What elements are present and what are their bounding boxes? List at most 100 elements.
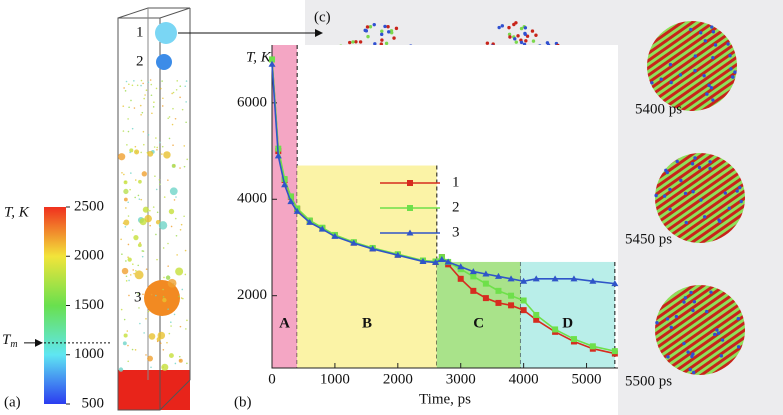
atom [523, 32, 527, 36]
data-point [438, 256, 446, 263]
atom [690, 354, 694, 359]
particle [159, 183, 161, 186]
particle [168, 353, 174, 359]
particle [162, 97, 164, 100]
particle [124, 90, 127, 92]
atom [684, 220, 688, 225]
x-tick-label: 0 [268, 371, 276, 387]
atom [365, 25, 370, 29]
data-point [533, 316, 540, 323]
particle [183, 145, 186, 147]
particle [155, 188, 158, 191]
particle [129, 188, 131, 191]
particle [125, 207, 127, 209]
particle [176, 80, 179, 82]
particle [127, 130, 130, 133]
particle [180, 223, 183, 226]
particle [145, 268, 148, 270]
particle [147, 310, 150, 313]
particle [140, 113, 142, 116]
legend-label: 1 [452, 174, 460, 190]
particle [174, 117, 177, 120]
atom [713, 332, 717, 337]
data-point [494, 272, 502, 279]
particle [159, 342, 162, 345]
atom [524, 39, 528, 43]
particle [123, 173, 125, 176]
particle [156, 258, 158, 261]
particle [128, 279, 130, 282]
atom [380, 29, 384, 33]
atom [530, 29, 535, 33]
particle [185, 101, 187, 103]
atom [693, 69, 697, 73]
atom [665, 317, 670, 321]
legend-marker [406, 229, 414, 236]
colorbar-tick-label: 2000 [74, 248, 104, 264]
colorbar-tick-label: 500 [82, 395, 105, 411]
particle [129, 151, 131, 154]
particle [121, 171, 123, 174]
particle [121, 267, 129, 275]
particle [124, 226, 127, 228]
data-point [306, 218, 314, 225]
atom [523, 26, 528, 30]
atom [697, 165, 702, 170]
particle [121, 253, 123, 256]
particle [166, 341, 168, 344]
data-point [482, 295, 489, 302]
particle [137, 194, 140, 197]
x-tick-label: 1000 [320, 371, 350, 387]
particle [142, 293, 144, 296]
x-tick-label: 4000 [509, 371, 539, 387]
atom [688, 367, 692, 372]
data-point [507, 275, 515, 282]
data-point [589, 277, 597, 284]
colorbar-tick-label: 2500 [74, 198, 104, 214]
plot: A B C D 0 1000 2000 3000 4000 5000 2000 4000 6000 T, … [237, 45, 619, 407]
atom [692, 300, 697, 304]
data-point [432, 258, 440, 265]
particle [181, 288, 184, 291]
atom [679, 178, 683, 183]
particle [158, 221, 168, 230]
atom [508, 35, 512, 39]
particle [161, 363, 169, 371]
particle [133, 272, 135, 275]
particle [155, 294, 157, 297]
atom [668, 207, 672, 212]
colorbar-ticks: 500 1000 1500 2000 2500 Tm [2, 198, 112, 411]
atom [719, 354, 724, 358]
particle [185, 80, 188, 82]
particle [126, 144, 128, 146]
data-point [482, 280, 489, 287]
particle [149, 224, 151, 227]
particle [125, 80, 128, 83]
particle [118, 367, 124, 372]
atom [703, 39, 708, 43]
particle [142, 82, 144, 85]
data-point [469, 268, 477, 275]
y-axis-label: T, K [246, 49, 272, 65]
particle [131, 127, 134, 130]
atom [516, 34, 520, 38]
data-point [482, 270, 490, 277]
atom [735, 189, 739, 193]
particle [161, 153, 163, 155]
particle [171, 92, 173, 95]
particle [127, 257, 132, 262]
particle [127, 256, 129, 258]
particle [131, 348, 134, 351]
data-point [495, 299, 502, 306]
sphere-label: 1 [136, 24, 144, 40]
particle [170, 321, 172, 324]
atom [736, 345, 741, 349]
particle [150, 94, 153, 97]
particle [172, 144, 174, 147]
atom [662, 194, 667, 198]
atom [711, 30, 716, 34]
atom [726, 42, 730, 46]
particle [174, 362, 177, 365]
atom [683, 296, 688, 300]
